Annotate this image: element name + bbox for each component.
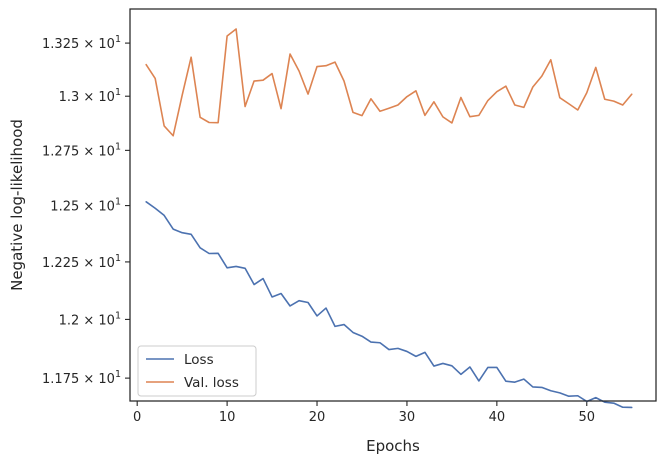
y-tick-label: 1.325 × 101 <box>42 34 121 52</box>
x-tick-label: 20 <box>309 410 326 425</box>
y-tick-label: 1.2 × 101 <box>59 310 121 328</box>
x-axis: 0 10 20 30 40 50 <box>133 401 595 425</box>
series-line-loss <box>145 200 633 409</box>
x-tick-label: 40 <box>489 410 506 425</box>
series-layer <box>145 28 633 409</box>
y-tick-label: 1.175 × 101 <box>42 369 121 387</box>
series-line-val-loss <box>145 28 633 137</box>
y-tick-label: 1.3 × 101 <box>59 87 121 105</box>
x-tick-label: 30 <box>399 410 416 425</box>
legend-label: Loss <box>184 352 214 368</box>
y-tick-label: 1.225 × 101 <box>42 253 121 271</box>
y-axis: 1.175 × 101 1.2 × 101 1.225 × 101 1.25 × 10… <box>42 34 130 387</box>
x-tick-label: 50 <box>578 410 595 425</box>
axes-frame <box>129 8 657 402</box>
x-axis-label: Epochs <box>366 437 420 455</box>
y-tick-label: 1.25 × 101 <box>50 197 121 215</box>
x-tick-label: 0 <box>133 410 141 425</box>
legend-label: Val. loss <box>184 375 239 391</box>
y-axis-label: Negative log-likelihood <box>8 119 26 291</box>
legend: Loss Val. loss <box>137 345 257 397</box>
y-tick-label: 1.275 × 101 <box>42 141 121 159</box>
x-tick-label: 10 <box>219 410 236 425</box>
